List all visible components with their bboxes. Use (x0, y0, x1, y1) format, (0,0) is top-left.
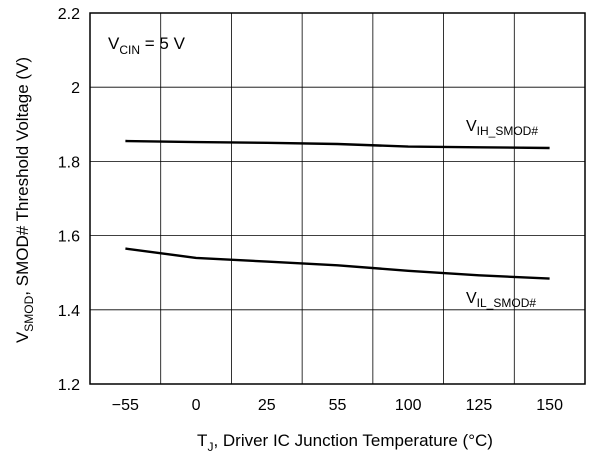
y-tick-label: 1.4 (58, 303, 80, 320)
y-tick-label: 1.2 (58, 377, 80, 394)
y-tick-label: 1.8 (58, 154, 80, 171)
x-tick-label: −55 (112, 397, 139, 414)
annotation-sub: CIN (119, 43, 140, 57)
x-axis-title-rest: , Driver IC Junction Temperature (°C) (213, 431, 493, 450)
y-axis-title-sub: SMOD (22, 295, 36, 331)
x-tick-label: 55 (329, 397, 347, 414)
y-axis-title: VSMOD, SMOD# Threshold Voltage (V) (13, 57, 36, 343)
series-label-vil: VIL_SMOD# (466, 290, 536, 310)
x-axis-title: TJ, Driver IC Junction Temperature (°C) (197, 431, 493, 453)
y-tick-label: 2.2 (58, 6, 80, 23)
series-line-vil (125, 247, 550, 280)
x-tick-label: 25 (258, 397, 276, 414)
y-tick-label: 1.6 (58, 229, 80, 246)
x-tick-label: 150 (536, 397, 563, 414)
series-group (125, 139, 550, 280)
y-axis-title-main: V (13, 331, 32, 343)
grid (90, 13, 585, 384)
x-tick-label: 100 (395, 397, 422, 414)
series-label-vih-main: V (466, 118, 477, 135)
series-label-vih: VIH_SMOD# (466, 118, 538, 138)
series-label-vil-sub: IL_SMOD# (477, 296, 537, 310)
y-axis-title-rest: , SMOD# Threshold Voltage (V) (13, 57, 32, 296)
series-label-vil-main: V (466, 290, 477, 307)
series-line-vih (125, 139, 550, 150)
annotation-rest: = 5 V (140, 34, 186, 53)
x-tick-label: 0 (192, 397, 201, 414)
tick-labels: −55 0 25 55 100 125 150 1.2 1.4 1.6 1.8 2 2.2 (58, 6, 563, 414)
y-tick-label: 2 (71, 80, 80, 97)
x-tick-label: 125 (466, 397, 493, 414)
vcin-annotation: VCIN = 5 V (108, 34, 186, 57)
x-axis-title-main: T (197, 431, 207, 450)
plot-frame (89, 12, 586, 385)
x-axis-title-sub: J (207, 440, 213, 453)
annotation-main: V (108, 34, 120, 53)
series-label-vih-sub: IH_SMOD# (477, 124, 539, 138)
